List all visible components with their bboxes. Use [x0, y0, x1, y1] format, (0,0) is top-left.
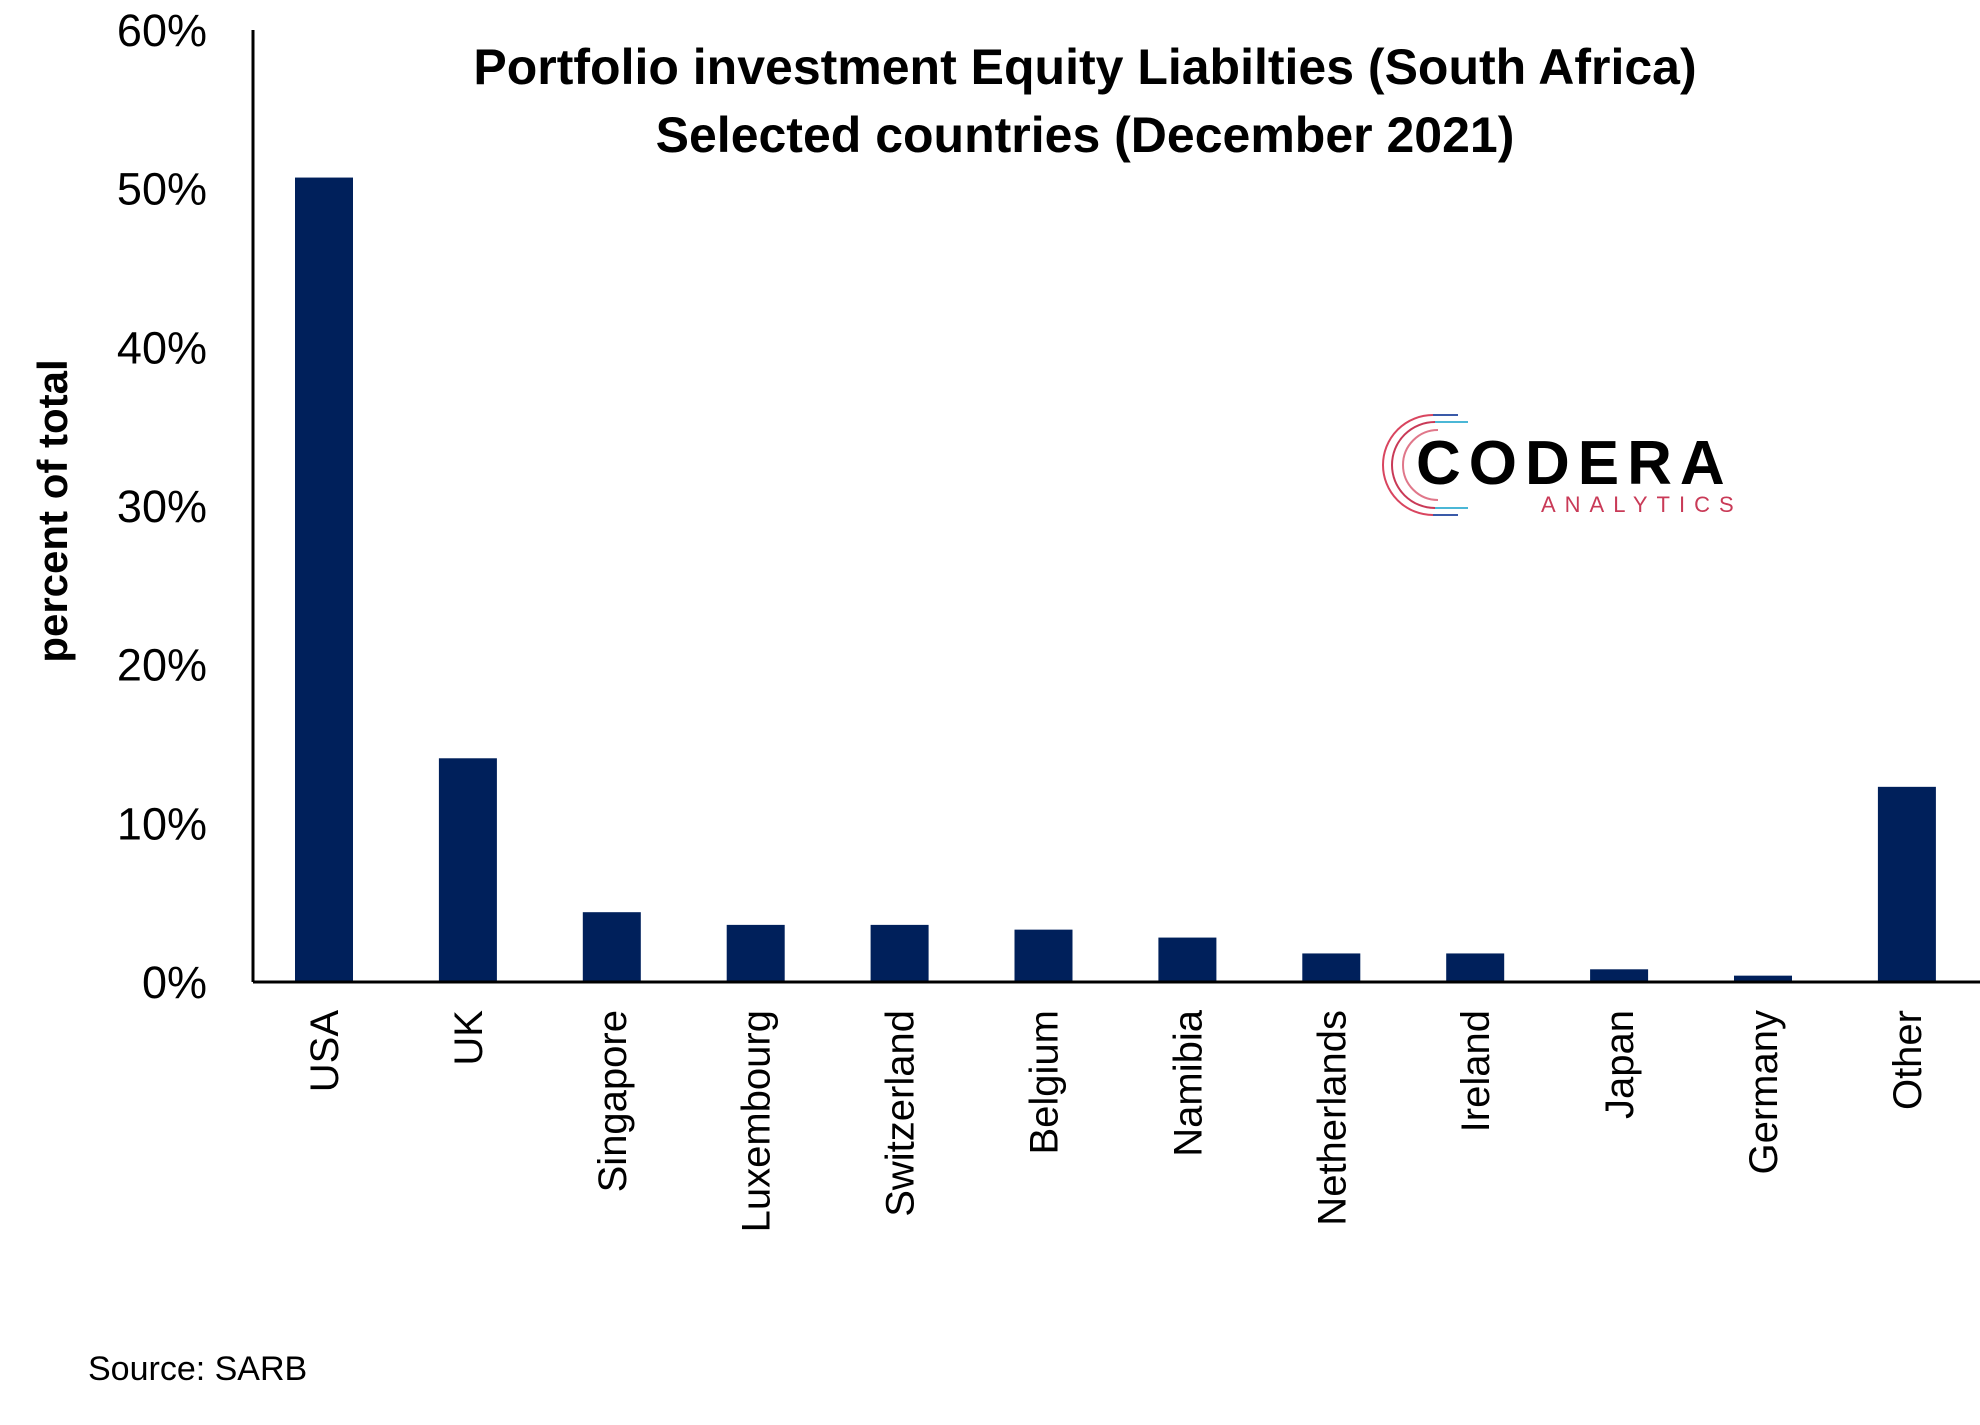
bar-belgium [1014, 929, 1073, 982]
bar-ireland [1446, 953, 1505, 982]
x-tick-label: Switzerland [879, 1010, 923, 1217]
y-tick-label: 40% [117, 322, 207, 373]
chart-subtitle: Selected countries (December 2021) [655, 107, 1515, 163]
y-tick-label: 20% [117, 640, 207, 691]
logo-circuit-icon [1382, 414, 1468, 516]
y-tick-label: 30% [117, 481, 207, 532]
x-tick-label: Namibia [1166, 1009, 1210, 1156]
bar-germany [1734, 975, 1792, 982]
bar-usa [295, 177, 353, 982]
logo-name: CODERA [1416, 429, 1733, 498]
bar-switzerland [870, 924, 929, 982]
bar-singapore [582, 912, 641, 982]
x-tick-label: Other [1886, 1010, 1930, 1110]
chart-title: Portfolio investment Equity Liabilties (… [473, 39, 1697, 95]
x-tick-label: Germany [1742, 1010, 1786, 1175]
bar-namibia [1158, 937, 1217, 982]
x-tick-label: Ireland [1454, 1010, 1498, 1132]
y-tick-label: 50% [117, 164, 207, 215]
bar-netherlands [1302, 953, 1361, 982]
x-tick-label: Luxembourg [735, 1010, 779, 1232]
y-tick-label: 0% [142, 957, 207, 1008]
codera-logo: CODERA ANALYTICS [1373, 400, 1734, 520]
source-note: Source: SARB [88, 1350, 308, 1388]
bar-other [1877, 786, 1936, 982]
x-tick-label: Netherlands [1310, 1010, 1354, 1226]
y-tick-label: 10% [117, 798, 207, 849]
x-tick-label: Singapore [591, 1010, 635, 1192]
x-tick-label: USA [303, 1010, 347, 1093]
logo-sub: ANALYTICS [1541, 492, 1743, 517]
x-tick-label: Belgium [1023, 1010, 1067, 1155]
x-tick-label: UK [447, 1010, 491, 1066]
bar-japan [1590, 969, 1649, 982]
x-tick-label: Japan [1598, 1010, 1642, 1119]
bar-luxembourg [726, 924, 785, 982]
y-tick-label: 60% [117, 5, 207, 56]
bar-uk [438, 758, 497, 982]
